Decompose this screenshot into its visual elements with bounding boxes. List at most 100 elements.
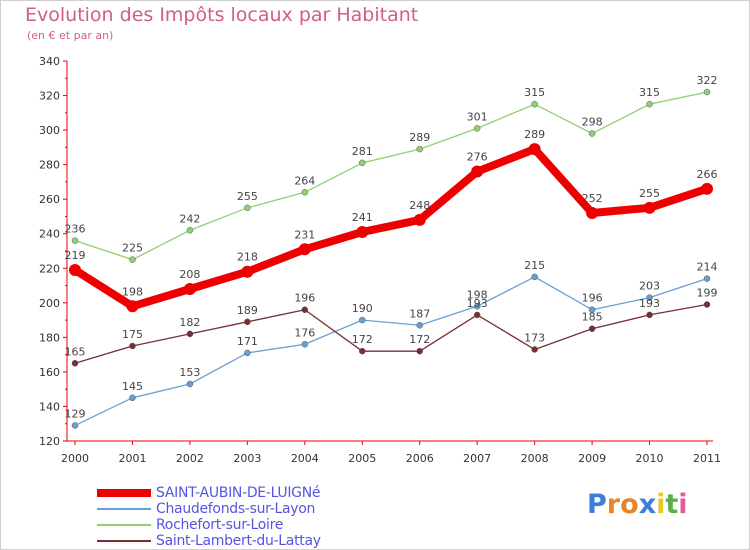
x-tick-label: 2004 bbox=[291, 452, 319, 465]
series-line-2 bbox=[74, 91, 708, 261]
x-tick-label: 2007 bbox=[463, 452, 491, 465]
data-point bbox=[129, 342, 136, 350]
legend-swatch-0 bbox=[97, 489, 151, 497]
data-label: 298 bbox=[582, 116, 603, 129]
data-label: 198 bbox=[122, 285, 143, 298]
data-point bbox=[298, 243, 311, 256]
data-point bbox=[703, 88, 711, 96]
series-lines bbox=[69, 88, 713, 429]
data-point bbox=[301, 189, 309, 196]
data-point bbox=[69, 264, 81, 276]
y-tick-label: 260 bbox=[39, 193, 60, 206]
data-label: 172 bbox=[352, 333, 373, 346]
data-point bbox=[413, 213, 426, 226]
data-label: 203 bbox=[639, 280, 660, 293]
x-tick-label: 2009 bbox=[578, 452, 606, 465]
data-label: 315 bbox=[639, 86, 660, 99]
x-tick-label: 2005 bbox=[348, 452, 376, 465]
data-label: 281 bbox=[352, 145, 373, 158]
y-tick-label: 220 bbox=[39, 262, 60, 275]
x-tick-label: 2003 bbox=[233, 452, 261, 465]
data-point bbox=[588, 130, 596, 137]
series-line-0 bbox=[71, 145, 711, 311]
data-label: 242 bbox=[179, 212, 200, 225]
logo-letter: i bbox=[678, 489, 688, 520]
data-point bbox=[528, 143, 541, 156]
data-point bbox=[244, 204, 251, 212]
data-label: 266 bbox=[697, 168, 718, 181]
data-point bbox=[241, 265, 254, 278]
data-label: 225 bbox=[122, 242, 143, 255]
data-point bbox=[473, 311, 481, 319]
data-label: 315 bbox=[524, 86, 545, 99]
data-point bbox=[129, 394, 136, 402]
data-label: 199 bbox=[697, 287, 718, 300]
data-point bbox=[586, 207, 599, 219]
legend-swatch-3 bbox=[97, 540, 151, 542]
data-point bbox=[129, 256, 136, 263]
data-label: 176 bbox=[294, 326, 315, 339]
data-label: 255 bbox=[639, 187, 660, 200]
data-label: 289 bbox=[409, 131, 430, 144]
data-label: 173 bbox=[524, 331, 545, 344]
chart-title: Evolution des Impôts locaux par Habitant bbox=[25, 4, 419, 26]
data-label: 182 bbox=[179, 316, 200, 329]
data-point bbox=[473, 125, 481, 132]
data-label: 215 bbox=[524, 259, 545, 272]
data-point bbox=[126, 300, 139, 313]
data-label: 145 bbox=[122, 380, 143, 393]
data-point bbox=[359, 159, 366, 167]
data-point bbox=[359, 316, 366, 324]
legend-label-2: Rochefort-sur-Loire bbox=[156, 517, 284, 533]
data-point bbox=[646, 100, 653, 108]
data-label: 189 bbox=[237, 304, 258, 317]
data-label: 175 bbox=[122, 328, 143, 341]
legend-label-0: SAINT-AUBIN-DE-LUIGNé bbox=[156, 485, 321, 501]
data-label: 241 bbox=[352, 211, 373, 224]
logo-letter: t bbox=[665, 489, 679, 520]
legend-label-3: Saint-Lambert-du-Lattay bbox=[156, 533, 321, 549]
data-point bbox=[416, 145, 423, 153]
data-label: 198 bbox=[467, 288, 488, 301]
data-point bbox=[186, 330, 194, 338]
legend-label-1: Chaudefonds-sur-Layon bbox=[156, 501, 316, 517]
x-tick-label: 2000 bbox=[61, 452, 89, 465]
data-label: 190 bbox=[352, 302, 373, 315]
proxiti-logo: Proxiti bbox=[587, 489, 688, 520]
data-label: 129 bbox=[65, 407, 86, 420]
data-point bbox=[416, 347, 423, 355]
chart-subtitle: (en € et par an) bbox=[27, 29, 114, 42]
y-tick-label: 280 bbox=[39, 159, 60, 172]
data-label: 236 bbox=[65, 223, 86, 236]
data-point bbox=[244, 318, 251, 326]
data-point bbox=[183, 283, 196, 295]
data-point bbox=[359, 347, 366, 355]
data-point bbox=[701, 182, 713, 195]
data-point bbox=[186, 380, 194, 388]
y-tick-label: 320 bbox=[39, 90, 60, 103]
data-point bbox=[301, 306, 309, 313]
data-label: 252 bbox=[582, 192, 603, 205]
data-point bbox=[646, 311, 653, 319]
data-label: 255 bbox=[237, 190, 258, 203]
data-label: 165 bbox=[65, 345, 86, 358]
data-point bbox=[416, 322, 423, 329]
data-labels: 129 145 153 171 176 190 187 198 215 196 203 214 165 1… bbox=[65, 74, 718, 420]
data-label: 185 bbox=[582, 311, 603, 324]
y-tick-label: 300 bbox=[39, 124, 60, 137]
data-point bbox=[471, 165, 484, 178]
data-label: 193 bbox=[639, 297, 660, 310]
data-point bbox=[646, 294, 653, 301]
series-line-1 bbox=[74, 276, 708, 427]
data-label: 193 bbox=[467, 297, 488, 310]
data-label: 248 bbox=[409, 199, 430, 212]
legend-swatch-2 bbox=[97, 524, 151, 526]
y-tick-label: 240 bbox=[39, 228, 60, 241]
data-point bbox=[71, 360, 79, 367]
data-point bbox=[71, 422, 79, 429]
x-tick-label: 2011 bbox=[693, 452, 721, 465]
y-tick-label: 140 bbox=[39, 400, 60, 413]
data-label: 187 bbox=[409, 307, 430, 320]
data-point bbox=[356, 226, 369, 238]
data-label: 289 bbox=[524, 128, 545, 141]
